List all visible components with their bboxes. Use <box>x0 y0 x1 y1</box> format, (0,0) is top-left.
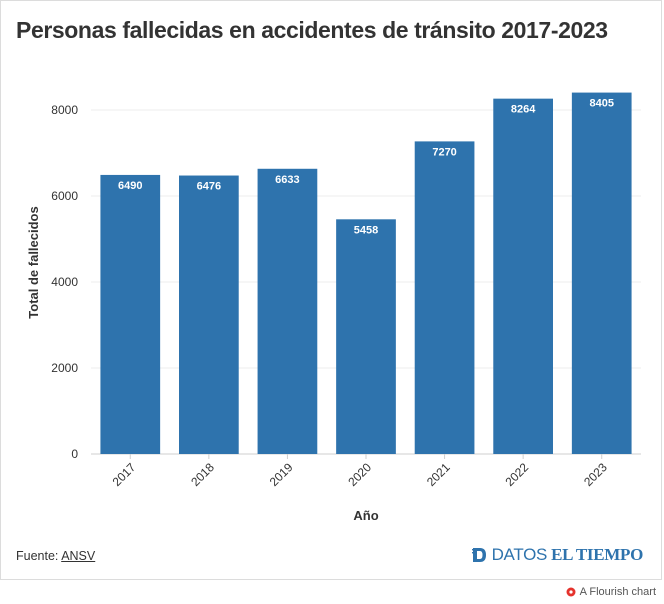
bar[interactable] <box>100 174 161 454</box>
bar-value-label: 6490 <box>118 180 142 192</box>
bar[interactable] <box>414 141 475 454</box>
brand-tiempo: EL TIEMPO <box>551 545 643 564</box>
bar-chart: 0 2000 4000 6000 8000 Total de fallecidos 6490… <box>26 92 641 523</box>
x-tick-label: 2018 <box>188 460 217 489</box>
bar-value-label: 8405 <box>589 98 613 110</box>
source-note: Fuente: ANSV <box>16 549 95 563</box>
bar-value-label: 8264 <box>511 104 536 116</box>
x-tick-label: 2020 <box>345 460 374 489</box>
source-prefix: Fuente: <box>16 549 62 563</box>
y-tick-label: 6000 <box>51 189 78 203</box>
x-tick-label: 2019 <box>267 460 296 489</box>
y-tick-label: 4000 <box>51 275 78 289</box>
bar[interactable] <box>257 168 318 454</box>
bar-value-label: 6633 <box>275 174 299 186</box>
source-link[interactable]: ANSV <box>61 549 96 563</box>
chart-frame: Personas fallecidas en accidentes de trá… <box>0 0 662 580</box>
chart-title: Personas fallecidas en accidentes de trá… <box>16 17 608 43</box>
bar[interactable] <box>493 98 553 454</box>
x-tick-label: 2022 <box>502 460 531 489</box>
bar[interactable] <box>336 219 396 454</box>
y-tick-label: 2000 <box>51 361 78 375</box>
x-tick-label: 2017 <box>110 460 139 489</box>
brand-logo: DATOS EL TIEMPO <box>471 545 643 565</box>
x-tick-label: 2021 <box>424 460 453 489</box>
bar-value-label: 5458 <box>354 224 378 236</box>
brand-datos: DATOS <box>491 545 548 564</box>
y-tick-label: 8000 <box>51 103 78 117</box>
y-tick-label: 0 <box>71 447 78 461</box>
x-tick-label: 2023 <box>581 460 610 489</box>
flourish-credit[interactable]: A Flourish chart <box>566 586 656 598</box>
y-axis-label: Total de fallecidos <box>26 206 41 318</box>
bar-value-label: 7270 <box>432 146 456 158</box>
flourish-label: A Flourish chart <box>579 586 656 598</box>
bar-value-label: 6476 <box>197 181 221 193</box>
x-axis-label: Año <box>353 508 378 523</box>
bar[interactable] <box>571 92 632 455</box>
datos-logo-icon <box>471 548 486 562</box>
flourish-icon <box>566 587 576 597</box>
bar[interactable] <box>179 175 239 455</box>
